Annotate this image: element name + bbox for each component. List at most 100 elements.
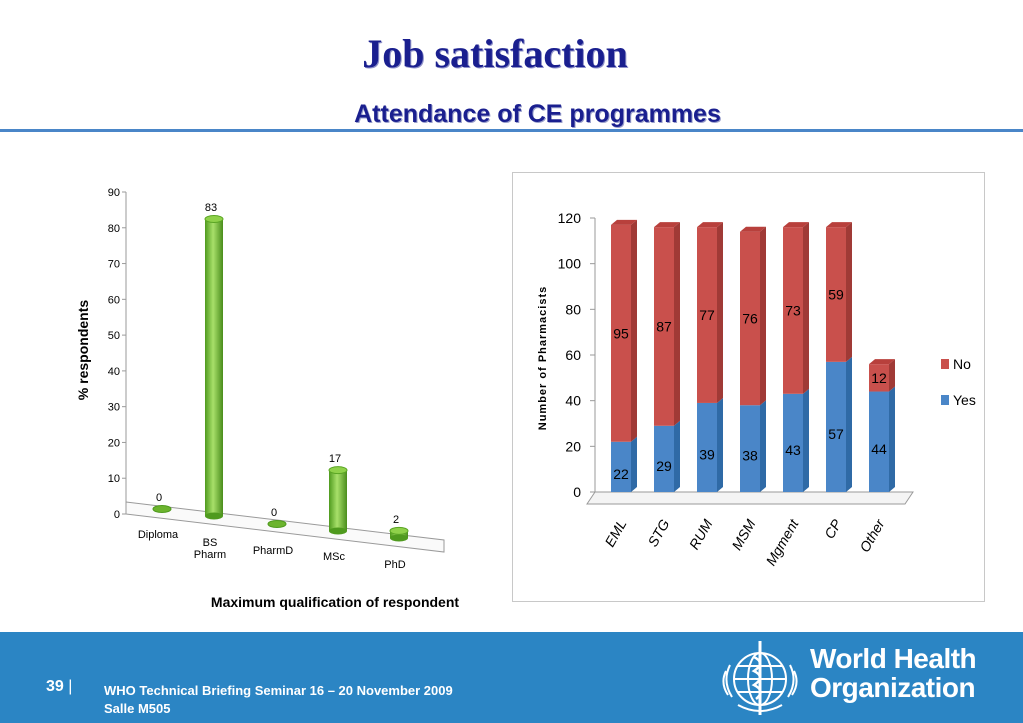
y-axis-title: Number of Pharmacists — [537, 286, 549, 430]
bar-yes — [611, 441, 631, 492]
ce-attendance-chart: 0 20 40 60 80 100 120 Number of Pharmacists 22 95… — [537, 210, 976, 569]
x-tick-label: Other — [856, 515, 888, 554]
data-label-no: 87 — [656, 318, 672, 334]
bar-no-top — [826, 222, 852, 228]
x-tick-label: Mgment — [762, 516, 802, 569]
bar-yes-side — [631, 436, 637, 492]
legend-label: No — [953, 356, 971, 372]
x-tick-label: PharmD — [253, 545, 293, 557]
y-tick-label: 30 — [108, 402, 120, 414]
footer-bar: 39 | WHO Technical Briefing Seminar 16 –… — [0, 632, 1023, 723]
title-divider — [0, 129, 1023, 132]
bar-yes-side — [717, 397, 723, 492]
y-tick-label: 60 — [565, 347, 581, 363]
bar-yes — [697, 402, 717, 492]
bar-top — [204, 215, 224, 224]
y-tick-label: 0 — [114, 509, 120, 521]
y-tick-label: 10 — [108, 473, 120, 485]
bar-no — [826, 227, 846, 362]
who-wordmark: World Health Organization — [810, 643, 977, 703]
y-tick-label: 20 — [565, 438, 581, 454]
who-wordmark-line2: Organization — [810, 672, 976, 703]
x-tick-label: MSM — [728, 516, 758, 553]
bar-no-top — [869, 359, 895, 365]
slide-title: Job satisfaction — [362, 31, 628, 76]
bar-no — [740, 231, 760, 406]
bar-no — [697, 227, 717, 403]
bar-yes-side — [846, 356, 852, 492]
x-tick-label: STG — [644, 516, 672, 549]
y-tick-label: 60 — [108, 294, 120, 306]
bar-no — [611, 224, 631, 442]
legend-label: Yes — [953, 392, 976, 408]
qualification-chart-ylabel: % respondents — [75, 299, 91, 401]
x-tick-label: PhD — [384, 559, 405, 571]
bar-yes — [869, 391, 889, 492]
x-tick-label: RUM — [686, 516, 716, 552]
y-tick-label: 80 — [108, 223, 120, 235]
y-tick-label: 80 — [565, 301, 581, 317]
data-label-yes: 57 — [828, 426, 844, 442]
bar-no-top — [697, 222, 723, 228]
bar-no — [654, 227, 674, 426]
bar — [152, 505, 172, 513]
bar-yes — [826, 361, 846, 492]
x-tick-label: MSc — [323, 551, 346, 563]
x-tick-label: BS — [203, 537, 218, 549]
data-label-no: 76 — [742, 310, 758, 326]
who-emblem-icon — [722, 641, 798, 715]
bar-yes-side — [889, 386, 895, 492]
who-wordmark-line1: World Health — [810, 643, 977, 674]
bar-yes-side — [760, 400, 766, 492]
bar-no-top — [611, 219, 637, 225]
y-tick-label: 70 — [108, 259, 120, 271]
data-label-yes: 43 — [785, 442, 801, 458]
bar-no-side — [674, 222, 680, 426]
bar-no-top — [654, 222, 680, 228]
data-label: 0 — [156, 492, 162, 504]
bar-no — [869, 364, 889, 392]
bar-no-side — [717, 222, 723, 403]
footer-text: WHO Technical Briefing Seminar 16 – 20 N… — [104, 682, 453, 718]
floor-plane — [586, 491, 914, 505]
bar-yes — [783, 393, 803, 492]
bar-no-side — [889, 359, 895, 392]
x-tick-label: Pharm — [194, 549, 226, 561]
legend-swatch — [941, 359, 949, 369]
data-label-yes: 39 — [699, 446, 715, 462]
x-tick-label: CP — [821, 516, 845, 541]
data-label: 17 — [329, 453, 341, 465]
legend-swatch — [941, 395, 949, 405]
y-tick-label: 40 — [108, 366, 120, 378]
footer-room: Salle M505 — [104, 701, 171, 716]
footer-event: WHO Technical Briefing Seminar 16 – 20 N… — [104, 683, 453, 698]
ce-attendance-chart-frame: 0 20 40 60 80 100 120 Number of Pharmacists 22 95… — [512, 172, 985, 602]
bar-top — [328, 466, 348, 475]
data-label-yes: 29 — [656, 458, 672, 474]
bar-no — [783, 227, 803, 394]
data-label-no: 77 — [699, 307, 715, 323]
page-number: 39 | — [46, 678, 72, 696]
bar — [329, 470, 347, 531]
data-label: 0 — [271, 507, 277, 519]
bar-base — [390, 534, 408, 542]
data-label-no: 12 — [871, 370, 887, 386]
y-tick-label: 90 — [108, 187, 120, 199]
bar-yes — [740, 405, 760, 492]
page-number-value: 39 — [46, 678, 64, 695]
bar-base — [205, 512, 223, 520]
bar-yes-side — [803, 388, 809, 492]
y-tick-label: 40 — [565, 393, 581, 409]
data-label-no: 59 — [828, 286, 844, 302]
bar-no-side — [846, 222, 852, 362]
y-tick-label: 20 — [108, 437, 120, 449]
bar — [205, 219, 223, 517]
slide-subtitle: Attendance of CE programmes — [354, 100, 721, 128]
bar-no-top — [783, 222, 809, 228]
bar-no-side — [803, 222, 809, 394]
bar-no-side — [631, 219, 637, 442]
bar-no-top — [740, 226, 766, 232]
x-tick-label: EML — [601, 517, 629, 550]
data-label-yes: 38 — [742, 448, 758, 464]
